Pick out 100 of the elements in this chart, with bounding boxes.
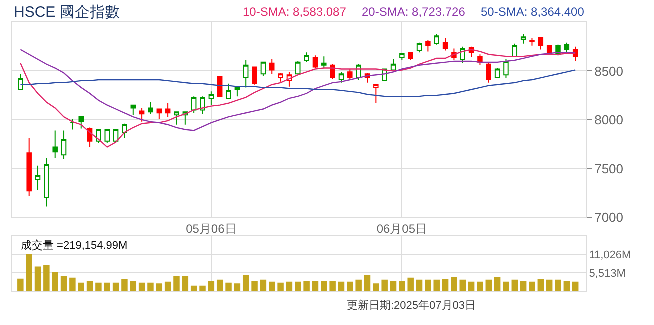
candlestick	[312, 55, 318, 69]
y-tick-label: 7000	[594, 210, 624, 226]
bar	[330, 281, 336, 292]
bar	[278, 282, 284, 292]
candlestick	[130, 104, 136, 116]
bar	[164, 282, 172, 292]
candlestick	[530, 38, 535, 46]
y-tick-label: 7500	[594, 161, 624, 176]
bar	[138, 282, 146, 292]
bar	[477, 282, 484, 292]
candlestick	[44, 158, 50, 208]
candlestick	[330, 64, 336, 80]
bar	[200, 286, 206, 292]
candlestick	[304, 52, 310, 63]
candlestick	[226, 83, 232, 100]
annotation: 成交量 =219,154.99M	[21, 239, 128, 252]
bar	[52, 272, 58, 292]
bar	[34, 266, 42, 292]
candlestick	[572, 46, 578, 62]
candlestick	[374, 84, 379, 104]
bar	[242, 276, 250, 292]
bar	[216, 280, 224, 292]
candlestick	[390, 58, 396, 71]
bar	[546, 280, 553, 292]
line-series	[20, 49, 576, 132]
bar	[252, 281, 258, 292]
candlestick	[486, 62, 492, 84]
text: 50-SMA: 8,364.400	[481, 5, 585, 19]
candlestick	[252, 66, 258, 86]
candlestick	[478, 54, 483, 66]
bar	[425, 280, 432, 292]
candlestick	[494, 68, 500, 79]
candlestick	[296, 60, 301, 75]
bar	[174, 276, 180, 292]
line-series	[20, 49, 576, 148]
bar	[399, 281, 406, 292]
candlestick	[408, 52, 414, 61]
bar	[182, 276, 189, 292]
bar	[70, 278, 76, 292]
bar	[460, 280, 466, 292]
text: 更新日期:2025年07月03日	[347, 299, 476, 312]
bar	[555, 280, 562, 292]
bar	[356, 280, 362, 292]
candlestick	[520, 34, 526, 44]
candlestick	[26, 138, 32, 197]
candlestick	[148, 102, 154, 115]
candlestick	[122, 123, 128, 140]
bar	[486, 280, 492, 292]
bar	[364, 276, 371, 292]
bar	[156, 284, 163, 292]
candlestick	[322, 56, 327, 69]
candlestick	[78, 116, 84, 130]
bar	[226, 282, 232, 292]
candlestick	[434, 34, 440, 46]
bar	[321, 281, 328, 292]
candlestick	[338, 72, 344, 84]
bar	[564, 281, 570, 292]
bar	[208, 281, 215, 292]
line-series	[20, 70, 576, 98]
bar	[373, 284, 380, 292]
bar	[416, 280, 423, 292]
candlestick	[104, 129, 110, 144]
candlestick	[270, 58, 275, 75]
text: 20-SMA: 8,723.726	[362, 5, 466, 19]
bar	[60, 276, 68, 292]
candlestick	[416, 42, 422, 54]
bar	[572, 282, 579, 292]
bar	[96, 282, 102, 292]
bar	[390, 281, 397, 292]
bar	[338, 282, 345, 292]
bar	[130, 281, 137, 292]
bar	[190, 286, 198, 292]
bar	[295, 282, 302, 292]
bar	[451, 277, 458, 292]
bar	[286, 282, 293, 292]
candlestick	[165, 102, 171, 118]
bar	[234, 284, 241, 292]
y-tick-label: 8500	[594, 64, 624, 79]
bar	[18, 278, 24, 292]
candlestick	[442, 38, 448, 52]
y-tick-label: 8000	[594, 112, 624, 128]
candlestick	[156, 108, 162, 120]
candlestick	[52, 130, 58, 159]
candlestick	[426, 39, 431, 52]
bar	[26, 254, 32, 292]
bar	[382, 280, 388, 292]
bar	[78, 282, 84, 292]
candlestick	[208, 91, 214, 106]
bar	[520, 281, 527, 292]
candlestick	[504, 58, 509, 79]
candlestick	[70, 118, 76, 130]
bar	[122, 279, 128, 292]
bar	[44, 265, 50, 292]
bar	[347, 282, 354, 292]
candlestick	[243, 60, 249, 88]
x-tick-label: 06月05日	[376, 222, 428, 236]
candlestick	[278, 72, 284, 82]
bar	[494, 277, 501, 292]
bar	[442, 279, 449, 292]
text: 10-SMA: 8,583.087	[243, 5, 347, 19]
